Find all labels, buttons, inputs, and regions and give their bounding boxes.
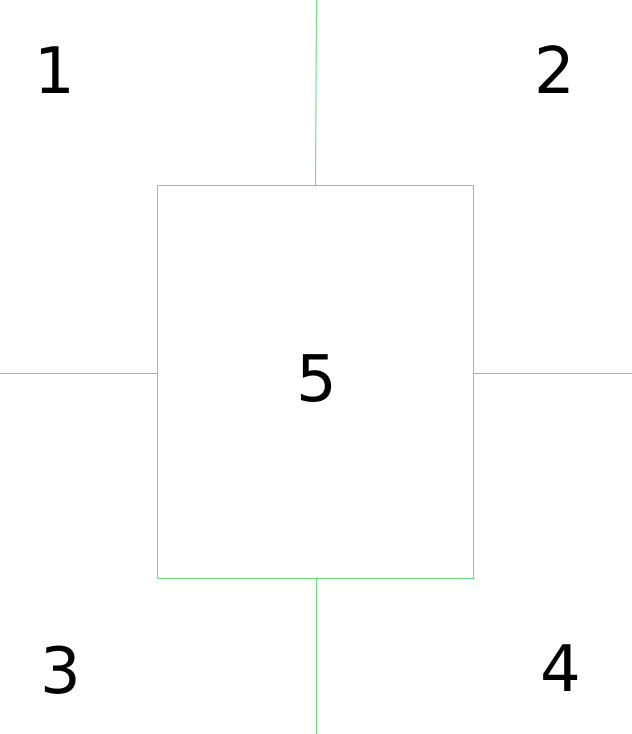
center-label: 5 (296, 343, 337, 417)
center-box (157, 185, 474, 579)
region-label-3: 3 (40, 635, 81, 709)
region-label-1: 1 (34, 35, 75, 109)
top-divider-line (315, 0, 317, 186)
region-label-4: 4 (540, 633, 581, 707)
region-label-2: 2 (534, 35, 575, 109)
